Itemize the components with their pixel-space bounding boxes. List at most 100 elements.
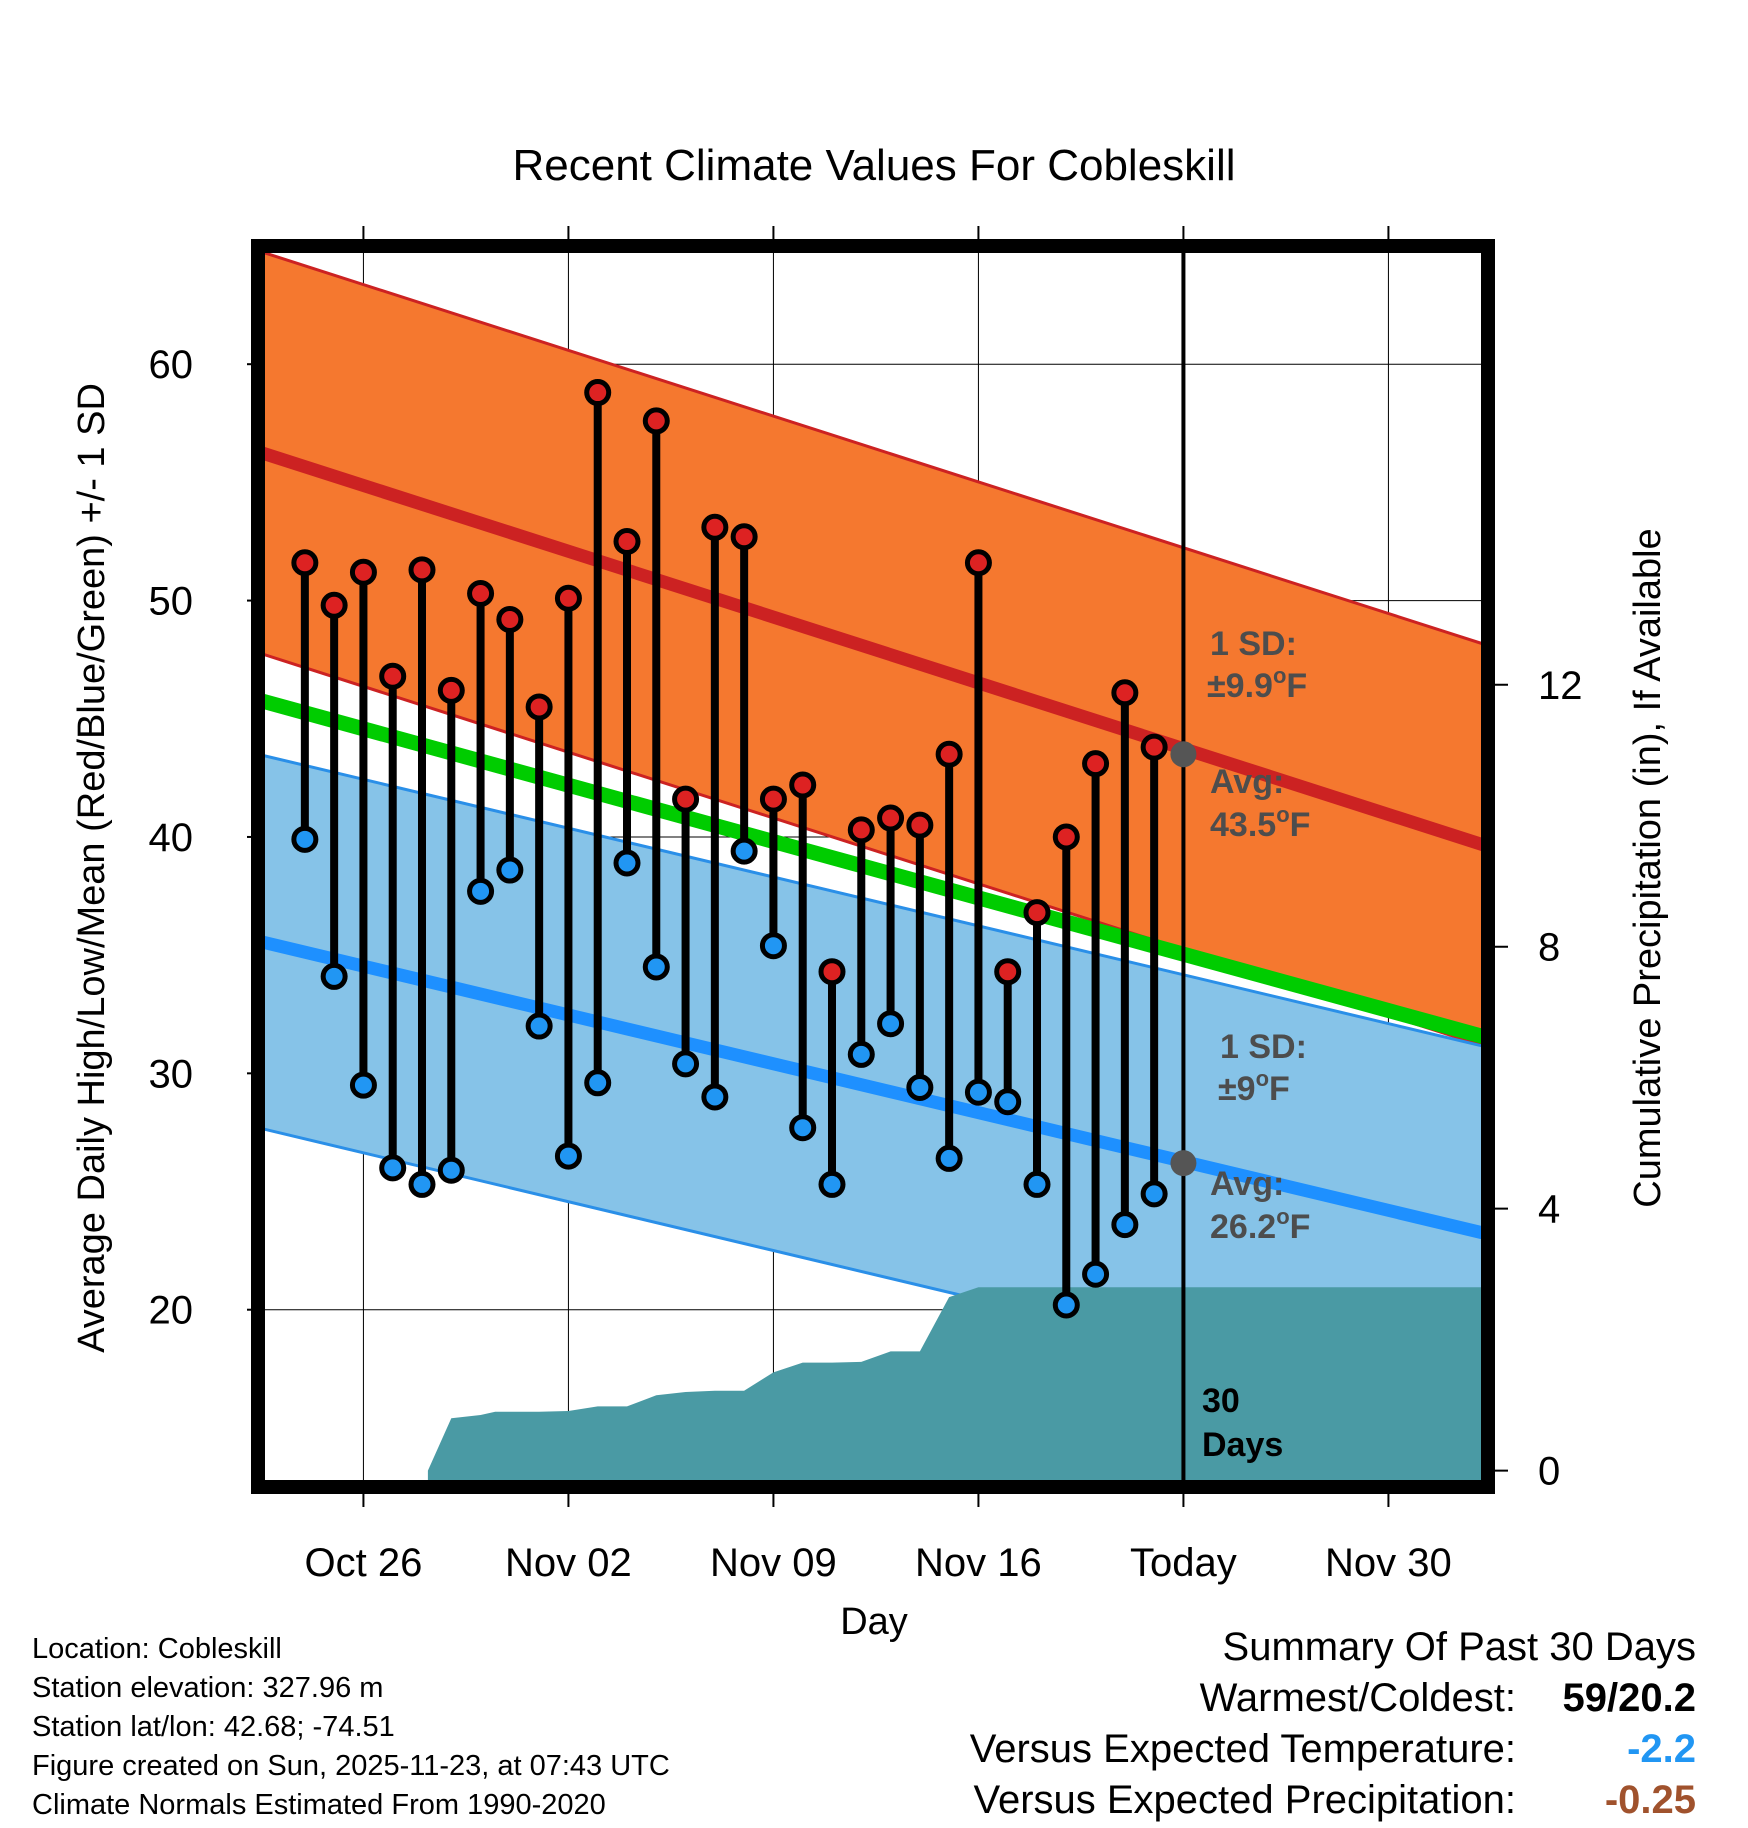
daily-low-point	[320, 962, 348, 990]
low-sd-number: ±9	[1218, 1070, 1256, 1108]
low-avg-label: Avg:	[1210, 1165, 1284, 1203]
y2-tick-label: 8	[1538, 926, 1560, 970]
low-upper-edge	[263, 753, 1483, 1048]
days-count: 30	[1202, 1382, 1240, 1420]
y2-axis-label: Cumulative Precipitation (in), If Availa…	[1627, 528, 1669, 1207]
high-sd-label: 1 SD:	[1210, 625, 1297, 663]
latlon-text: Station lat/lon: 42.68; -74.51	[32, 1711, 395, 1743]
high-sd-unit: F	[1286, 667, 1307, 705]
y-tick-label: 20	[149, 1289, 194, 1333]
annotation-layer: 1 SD: ±9.9oF Avg: 43.5oF 1 SD: ±9oF Avg:…	[1202, 625, 1310, 1464]
x-tick-label: Nov 16	[915, 1541, 1042, 1585]
high-avg-label: Avg:	[1210, 763, 1284, 801]
location-text: Location: Cobleskill	[32, 1633, 282, 1665]
daily-high-point	[320, 591, 348, 619]
precip-departure-value: -0.25	[1604, 1778, 1696, 1822]
daily-high-point	[935, 740, 963, 768]
daily-high-point	[701, 513, 729, 541]
summary-row-warmest: Warmest/Coldest: 59/20.2	[970, 1673, 1696, 1724]
summary-panel: Summary Of Past 30 Days Warmest/Coldest:…	[970, 1622, 1696, 1826]
low-sd-value: ±9oF	[1218, 1066, 1290, 1108]
daily-high-point	[1082, 750, 1110, 778]
daily-low-point	[789, 1114, 817, 1142]
daily-high-point	[1111, 679, 1139, 707]
high-upper-edge	[263, 251, 1483, 646]
daily-low-point	[349, 1071, 377, 1099]
temp-departure-value: -2.2	[1627, 1727, 1696, 1771]
y-axis-label: Average Daily High/Low/Mean (Red/Blue/Gr…	[71, 383, 113, 1353]
temp-departure-label: Versus Expected Temperature:	[969, 1727, 1516, 1771]
daily-low-point	[408, 1170, 436, 1198]
daily-high-point	[349, 558, 377, 586]
daily-low-point	[437, 1156, 465, 1184]
high-sd-number: ±9.9	[1207, 667, 1273, 705]
plot-area	[263, 251, 1483, 1482]
y2-tick-label: 12	[1538, 664, 1583, 708]
high-avg-number: 43.5	[1210, 806, 1276, 844]
chart-title: Recent Climate Values For Cobleskill	[512, 141, 1235, 190]
precip-departure-label: Versus Expected Precipitation:	[973, 1778, 1516, 1822]
daily-high-point	[759, 785, 787, 813]
created-text: Figure created on Sun, 2025-11-23, at 07…	[32, 1750, 670, 1782]
daily-low-point	[1111, 1211, 1139, 1239]
axes: 20 30 40 50 60 0 4 8 12 Oct 26 Nov 02 Nov 09 Nov 16 T…	[149, 226, 1583, 1585]
x-tick-label: Today	[1130, 1541, 1237, 1585]
high-average-line	[263, 446, 1483, 852]
y-tick-label: 30	[149, 1052, 194, 1096]
daily-low-point	[291, 825, 319, 853]
daily-high-point	[672, 785, 700, 813]
daily-high-point	[642, 407, 670, 435]
days-label: Days	[1202, 1426, 1283, 1464]
low-avg-number: 26.2	[1210, 1208, 1276, 1246]
low-sd-label: 1 SD:	[1220, 1028, 1307, 1066]
daily-high-point	[437, 676, 465, 704]
y2-tick-label: 0	[1538, 1450, 1560, 1494]
daily-low-point	[877, 1010, 905, 1038]
high-avg-degree: o	[1276, 802, 1289, 827]
y-tick-label: 50	[149, 580, 194, 624]
x-axis-label: Day	[840, 1601, 908, 1643]
daily-high-point	[496, 605, 524, 633]
today-high-avg-marker	[1170, 741, 1197, 768]
low-average-line	[263, 935, 1483, 1240]
low-avg-unit: F	[1290, 1208, 1311, 1246]
daily-high-point	[379, 662, 407, 690]
daily-low-point	[759, 932, 787, 960]
daily-low-point	[642, 953, 670, 981]
daily-high-point	[730, 523, 758, 551]
plot-frame	[251, 239, 1495, 1494]
daily-high-point	[847, 816, 875, 844]
daily-low-point	[525, 1012, 553, 1040]
daily-high-point	[994, 958, 1022, 986]
daily-low-point	[554, 1142, 582, 1170]
high-sd-degree: o	[1273, 663, 1286, 688]
daily-high-point	[1052, 823, 1080, 851]
daily-low-point	[672, 1050, 700, 1078]
daily-low-point	[701, 1083, 729, 1111]
daily-high-point	[584, 379, 612, 407]
cumulative-precip-area	[427, 1287, 1483, 1482]
daily-high-point	[291, 549, 319, 577]
daily-low-point	[613, 849, 641, 877]
daily-high-point	[408, 556, 436, 584]
daily-low-point	[1140, 1180, 1168, 1208]
high-avg-value: 43.5oF	[1210, 802, 1310, 844]
daily-low-point	[730, 837, 758, 865]
daily-high-point	[877, 804, 905, 832]
daily-low-point	[847, 1040, 875, 1068]
y-tick-label: 60	[149, 343, 194, 387]
normals-text: Climate Normals Estimated From 1990-2020	[32, 1789, 606, 1821]
warmest-label: Warmest/Coldest:	[1199, 1676, 1516, 1720]
x-tick-label: Nov 02	[505, 1541, 632, 1585]
daily-low-point	[1082, 1260, 1110, 1288]
daily-low-point	[496, 856, 524, 884]
daily-low-point	[467, 877, 495, 905]
daily-high-point	[1140, 733, 1168, 761]
daily-low-point	[935, 1144, 963, 1172]
today-low-avg-marker	[1170, 1150, 1197, 1177]
daily-high-point	[467, 579, 495, 607]
y2-tick-label: 4	[1538, 1188, 1560, 1232]
daily-low-point	[379, 1154, 407, 1182]
y-tick-label: 40	[149, 816, 194, 860]
